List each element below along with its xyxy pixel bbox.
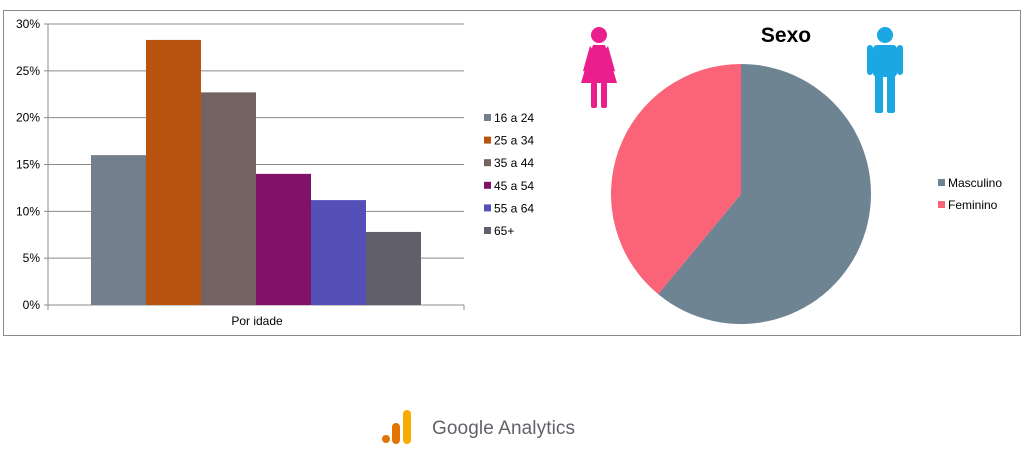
y-tick-label: 10% [16,204,40,218]
legend-entry: 16 a 24 [494,111,534,125]
y-tick-label: 15% [16,158,40,172]
legend-swatch [938,179,945,186]
pie-slice-feminino [611,64,741,295]
bar-25-a-34 [146,39,201,305]
bar-65plus [366,231,421,305]
pie-slice-masculino [658,64,871,324]
legend-swatch [484,114,491,121]
y-tick-label: 25% [16,64,40,78]
legend-swatch [484,159,491,167]
male-figure-icon [867,27,903,113]
legend-swatch [484,136,491,144]
y-tick-label: 30% [16,17,40,31]
legend-entry: 35 a 44 [494,156,534,170]
legend-entry: 25 a 34 [494,134,534,148]
legend-swatch [484,227,491,234]
pie-title: Sexo [761,24,811,47]
google-analytics-logo-icon [382,410,411,444]
age-bar-chart: 0% 5% 10% 15% 20% 25% 30% Por idade 16 a 24 25 a … [16,17,534,328]
bar-35-a-44 [201,92,256,305]
legend-entry: 65+ [494,224,514,238]
legend-swatch [484,204,491,212]
bar-16-a-24 [91,155,146,305]
legend-entry: 55 a 64 [494,201,534,215]
bar-55-a-64 [311,200,366,305]
female-figure-icon [581,27,617,108]
y-tick-label: 20% [16,111,40,125]
y-tick-label: 0% [23,298,41,312]
legend-swatch [484,181,491,189]
bar-45-a-54 [256,173,311,305]
legend-entry: Masculino [948,176,1002,190]
x-axis-label: Por idade [231,314,283,328]
legend-swatch [938,201,945,208]
sex-pie-chart: Sexo Masculino Feminino [581,24,1002,324]
google-analytics-logo-text: Google Analytics [432,418,576,439]
sex-chart-panel: Sexo Masculino Feminino [551,10,1021,336]
legend-entry: Feminino [948,198,998,212]
y-tick-label: 5% [23,251,41,265]
age-chart-panel: 0% 5% 10% 15% 20% 25% 30% Por idade 16 a 24 25 a … [3,10,552,336]
legend-entry: 45 a 54 [494,179,534,193]
